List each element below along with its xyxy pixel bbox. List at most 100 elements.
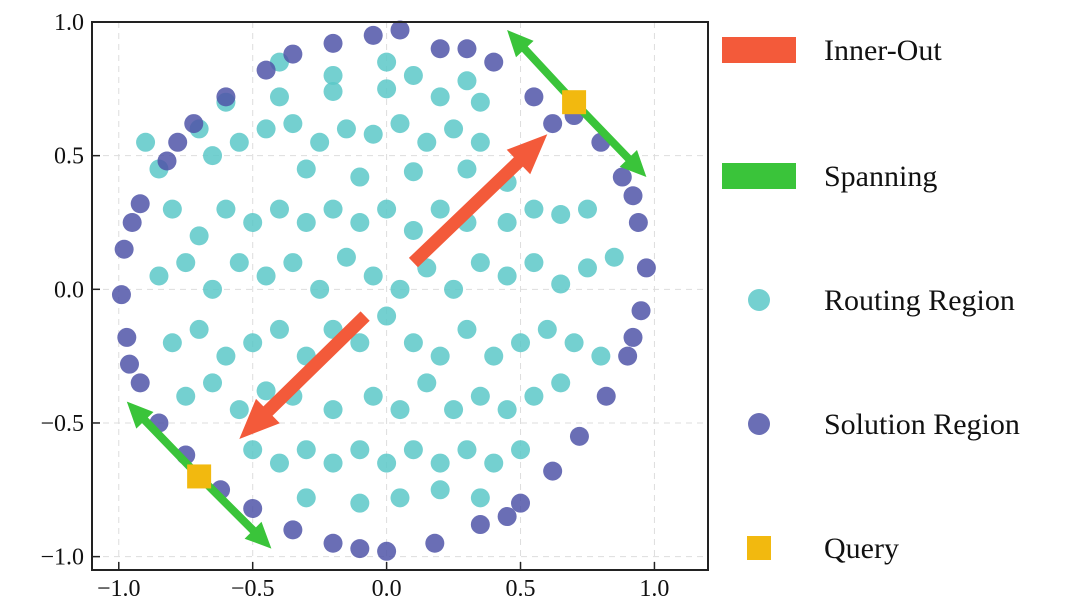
solution-point (636, 258, 656, 278)
routing-point (430, 480, 450, 500)
routing-point (430, 87, 450, 107)
routing-point (377, 79, 397, 99)
routing-point (283, 253, 303, 273)
routing-point (203, 146, 223, 166)
x-tick-label: 0.0 (372, 576, 402, 602)
routing-point (403, 162, 423, 182)
legend-arrow-swatch (722, 37, 796, 63)
routing-point (484, 346, 504, 366)
query-points (187, 90, 587, 489)
inner-out-arrow (408, 134, 548, 268)
solution-point (119, 354, 139, 374)
routing-point (136, 132, 156, 152)
routing-point (470, 132, 490, 152)
routing-point (189, 319, 209, 339)
routing-point (591, 346, 611, 366)
routing-point (229, 400, 249, 420)
solution-point (628, 212, 648, 232)
solution-point (631, 301, 651, 321)
routing-point (229, 253, 249, 273)
solution-point (111, 285, 131, 305)
x-tick-label: 0.5 (506, 576, 536, 602)
routing-point (403, 333, 423, 353)
solution-point (256, 60, 276, 80)
routing-point (283, 114, 303, 134)
routing-point (363, 386, 383, 406)
routing-point (256, 381, 276, 401)
routing-point (336, 119, 356, 139)
routing-point (497, 266, 517, 286)
query-marker (562, 90, 587, 115)
routing-point (403, 65, 423, 85)
routing-point (430, 453, 450, 473)
routing-point (323, 65, 343, 85)
y-tick-label: −0.5 (40, 411, 84, 437)
solution-point (122, 212, 142, 232)
query-marker (187, 464, 212, 489)
routing-point (229, 132, 249, 152)
routing-point (269, 199, 289, 219)
legend-label: Solution Region (824, 408, 1020, 441)
solution-region-points (111, 20, 656, 561)
routing-point (350, 440, 370, 460)
routing-point (417, 373, 437, 393)
solution-point (283, 44, 303, 64)
legend-circle-swatch (748, 413, 770, 435)
solution-point (117, 327, 137, 347)
solution-point (497, 507, 517, 527)
routing-point (551, 274, 571, 294)
routing-point (149, 266, 169, 286)
solution-point (130, 194, 150, 214)
routing-point (296, 488, 316, 508)
routing-point (444, 279, 464, 299)
spanning-arrow (571, 99, 647, 177)
solution-point (457, 39, 477, 59)
routing-point (390, 488, 410, 508)
solution-point (612, 167, 632, 187)
routing-point (296, 159, 316, 179)
solution-point (623, 186, 643, 206)
routing-point (189, 226, 209, 246)
routing-point (511, 333, 531, 353)
routing-point (457, 440, 477, 460)
legend-circle-swatch (748, 289, 770, 311)
routing-point (390, 279, 410, 299)
routing-point (604, 247, 624, 267)
routing-point (537, 319, 557, 339)
solution-point (596, 386, 616, 406)
routing-point (564, 333, 584, 353)
routing-point (176, 386, 196, 406)
routing-point (377, 199, 397, 219)
routing-point (363, 266, 383, 286)
routing-point (243, 440, 263, 460)
solution-point (524, 87, 544, 107)
routing-point (524, 253, 544, 273)
routing-point (269, 319, 289, 339)
routing-point (350, 333, 370, 353)
solution-point (569, 426, 589, 446)
solution-point (377, 541, 397, 561)
routing-point (377, 453, 397, 473)
routing-point (256, 266, 276, 286)
y-tick-label: 1.0 (54, 10, 84, 36)
routing-point (243, 212, 263, 232)
solution-point (470, 515, 490, 535)
solution-point (350, 539, 370, 559)
routing-point (577, 258, 597, 278)
solution-point (168, 132, 188, 152)
routing-point (524, 386, 544, 406)
routing-point (203, 279, 223, 299)
solution-point (543, 114, 563, 134)
routing-point (390, 114, 410, 134)
y-tick-label: 0.5 (54, 144, 84, 170)
solution-point (184, 114, 204, 134)
solution-point (618, 346, 638, 366)
routing-point (336, 247, 356, 267)
solution-point (430, 39, 450, 59)
spanning-arrow (126, 401, 202, 480)
legend-label: Routing Region (824, 284, 1015, 317)
routing-point (430, 346, 450, 366)
routing-point (377, 52, 397, 72)
inner-out-arrow (239, 311, 370, 439)
